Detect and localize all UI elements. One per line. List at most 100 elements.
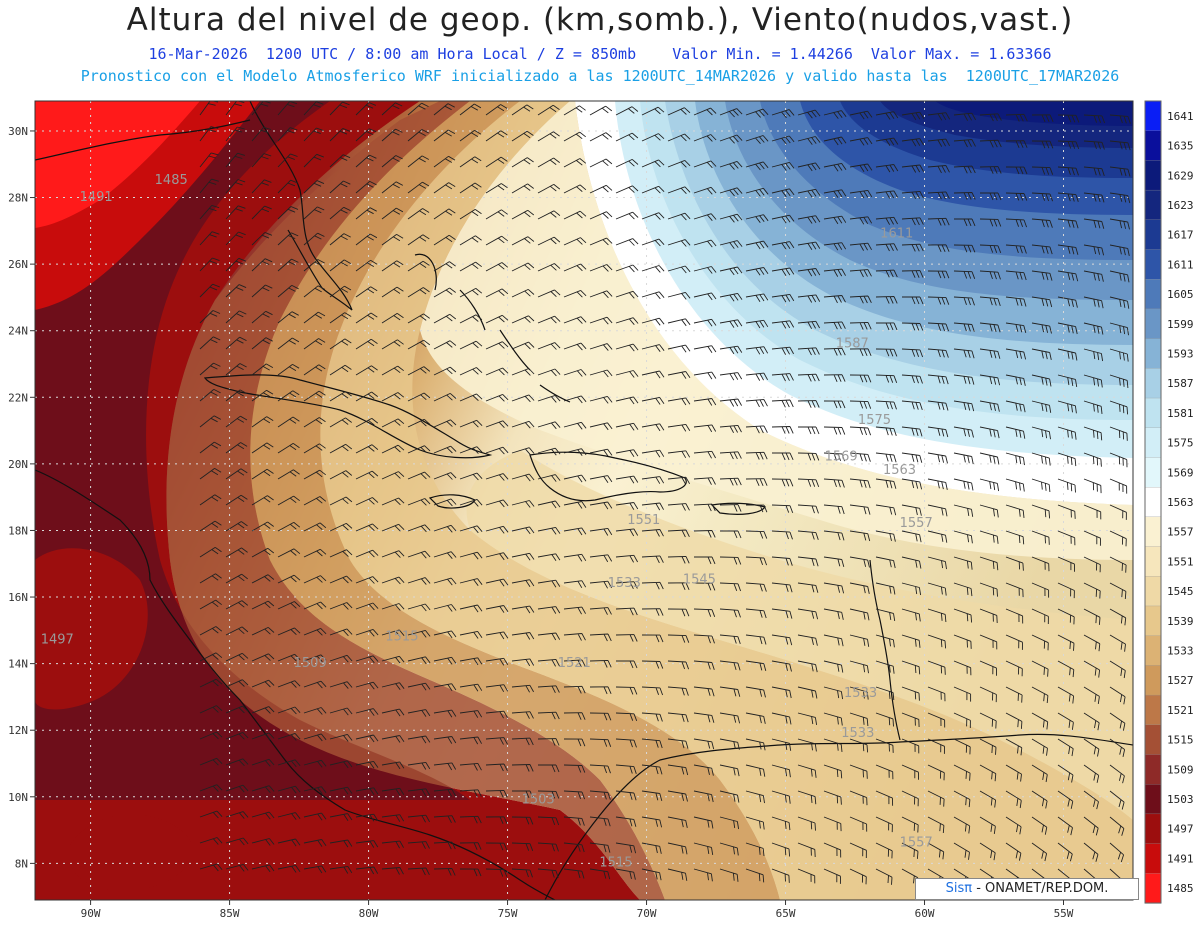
wind-barb bbox=[225, 547, 248, 558]
wind-barb bbox=[381, 102, 403, 116]
wind-barb bbox=[589, 184, 613, 194]
contour-label: 1503 bbox=[522, 792, 555, 807]
wind-barb bbox=[901, 790, 919, 807]
wind-barb bbox=[563, 764, 586, 773]
wind-barb bbox=[1005, 348, 1027, 360]
wind-barb bbox=[771, 241, 795, 250]
wind-barb bbox=[511, 262, 535, 272]
wind-barb bbox=[277, 653, 301, 662]
wind-barb bbox=[797, 136, 821, 145]
wind-barb bbox=[199, 757, 223, 766]
bahamas bbox=[414, 253, 571, 403]
wind-barb bbox=[823, 400, 846, 409]
wind-barb bbox=[719, 398, 742, 407]
colorbar-swatch bbox=[1144, 486, 1162, 518]
wind-barb bbox=[1109, 218, 1130, 230]
wind-barb bbox=[693, 686, 715, 697]
contour-label: 1587 bbox=[836, 336, 869, 351]
wind-barb bbox=[381, 286, 404, 298]
wind-barb bbox=[849, 478, 871, 489]
wind-barb bbox=[1083, 608, 1101, 625]
wind-barb bbox=[407, 814, 430, 823]
wind-barb bbox=[693, 764, 714, 776]
wind-barb bbox=[927, 322, 950, 332]
wind-barb bbox=[303, 496, 327, 506]
wind-barb bbox=[693, 292, 717, 301]
wind-barb bbox=[563, 316, 587, 324]
wind-barb bbox=[251, 468, 274, 480]
wind-barb bbox=[667, 555, 690, 564]
wind-barb bbox=[927, 452, 948, 464]
wind-barb bbox=[849, 321, 872, 330]
wind-barb bbox=[823, 764, 843, 779]
wind-barb bbox=[1031, 244, 1053, 255]
wind-barb bbox=[1083, 270, 1104, 282]
wind-barb bbox=[823, 504, 845, 515]
wind-barb bbox=[745, 556, 768, 566]
wind-barb bbox=[641, 159, 665, 168]
wind-barb bbox=[641, 423, 665, 432]
wind-barb bbox=[615, 264, 639, 273]
wind-barb bbox=[849, 660, 869, 674]
wind-barb bbox=[511, 315, 535, 324]
wind-barb bbox=[433, 551, 457, 559]
wind-barb bbox=[1005, 140, 1028, 148]
map-title: Altura del nivel de geop. (km,somb.), Vi… bbox=[126, 2, 1074, 38]
wind-barb bbox=[589, 738, 612, 747]
wind-barb bbox=[1057, 556, 1075, 572]
wind-barb bbox=[771, 161, 795, 171]
wind-barb bbox=[381, 867, 404, 875]
wind-barb bbox=[979, 634, 998, 650]
wind-barb bbox=[329, 364, 352, 376]
wind-barb bbox=[1109, 140, 1131, 151]
wind-barb bbox=[693, 450, 716, 459]
wind-barb bbox=[355, 470, 379, 480]
wind-barb bbox=[1031, 842, 1048, 862]
wind-barb bbox=[667, 503, 690, 511]
wind-barb bbox=[979, 166, 1002, 174]
wind-barb bbox=[641, 344, 665, 352]
wind-barb bbox=[537, 368, 561, 377]
wind-barb bbox=[277, 416, 300, 428]
wind-barb bbox=[1031, 764, 1048, 783]
wind-barb bbox=[953, 790, 971, 808]
wind-barb bbox=[511, 420, 535, 429]
wind-barb bbox=[1031, 686, 1049, 704]
wind-barb bbox=[407, 550, 431, 559]
wind-barb bbox=[641, 660, 664, 669]
wind-barb bbox=[537, 342, 561, 350]
wind-barb bbox=[459, 209, 482, 220]
colorbar-label: 1641 bbox=[1167, 110, 1194, 123]
wind-barb bbox=[1005, 608, 1024, 624]
wind-barb bbox=[589, 316, 613, 325]
wind-barb bbox=[277, 443, 300, 454]
wind-barb bbox=[459, 762, 482, 771]
wind-barb bbox=[771, 582, 793, 593]
colorbar-label: 1605 bbox=[1167, 288, 1194, 301]
wind-barb bbox=[537, 394, 561, 403]
wind-barb bbox=[485, 130, 508, 142]
wind-barb bbox=[485, 868, 508, 877]
wind-barb bbox=[251, 547, 275, 558]
wind-barb bbox=[901, 478, 923, 490]
wind-barb bbox=[511, 447, 535, 455]
wind-barb bbox=[979, 660, 997, 676]
wind-barb bbox=[277, 864, 301, 873]
wind-barb bbox=[303, 180, 325, 194]
wind-barb bbox=[1109, 608, 1127, 626]
wind-barb bbox=[771, 346, 794, 355]
wind-barb bbox=[797, 452, 820, 461]
wind-barb bbox=[797, 188, 821, 198]
wind-barb bbox=[563, 237, 587, 246]
wind-barb bbox=[1083, 582, 1101, 599]
wind-barb bbox=[1083, 218, 1105, 229]
wind-barb bbox=[277, 522, 301, 532]
wind-barb bbox=[1031, 140, 1054, 149]
wind-barb bbox=[979, 764, 997, 782]
wind-barb bbox=[589, 607, 612, 615]
wind-barb bbox=[511, 500, 535, 508]
wind-barb bbox=[537, 606, 561, 614]
wind-barb bbox=[355, 760, 379, 769]
wind-barb bbox=[1005, 218, 1028, 228]
wind-barb bbox=[901, 138, 925, 147]
